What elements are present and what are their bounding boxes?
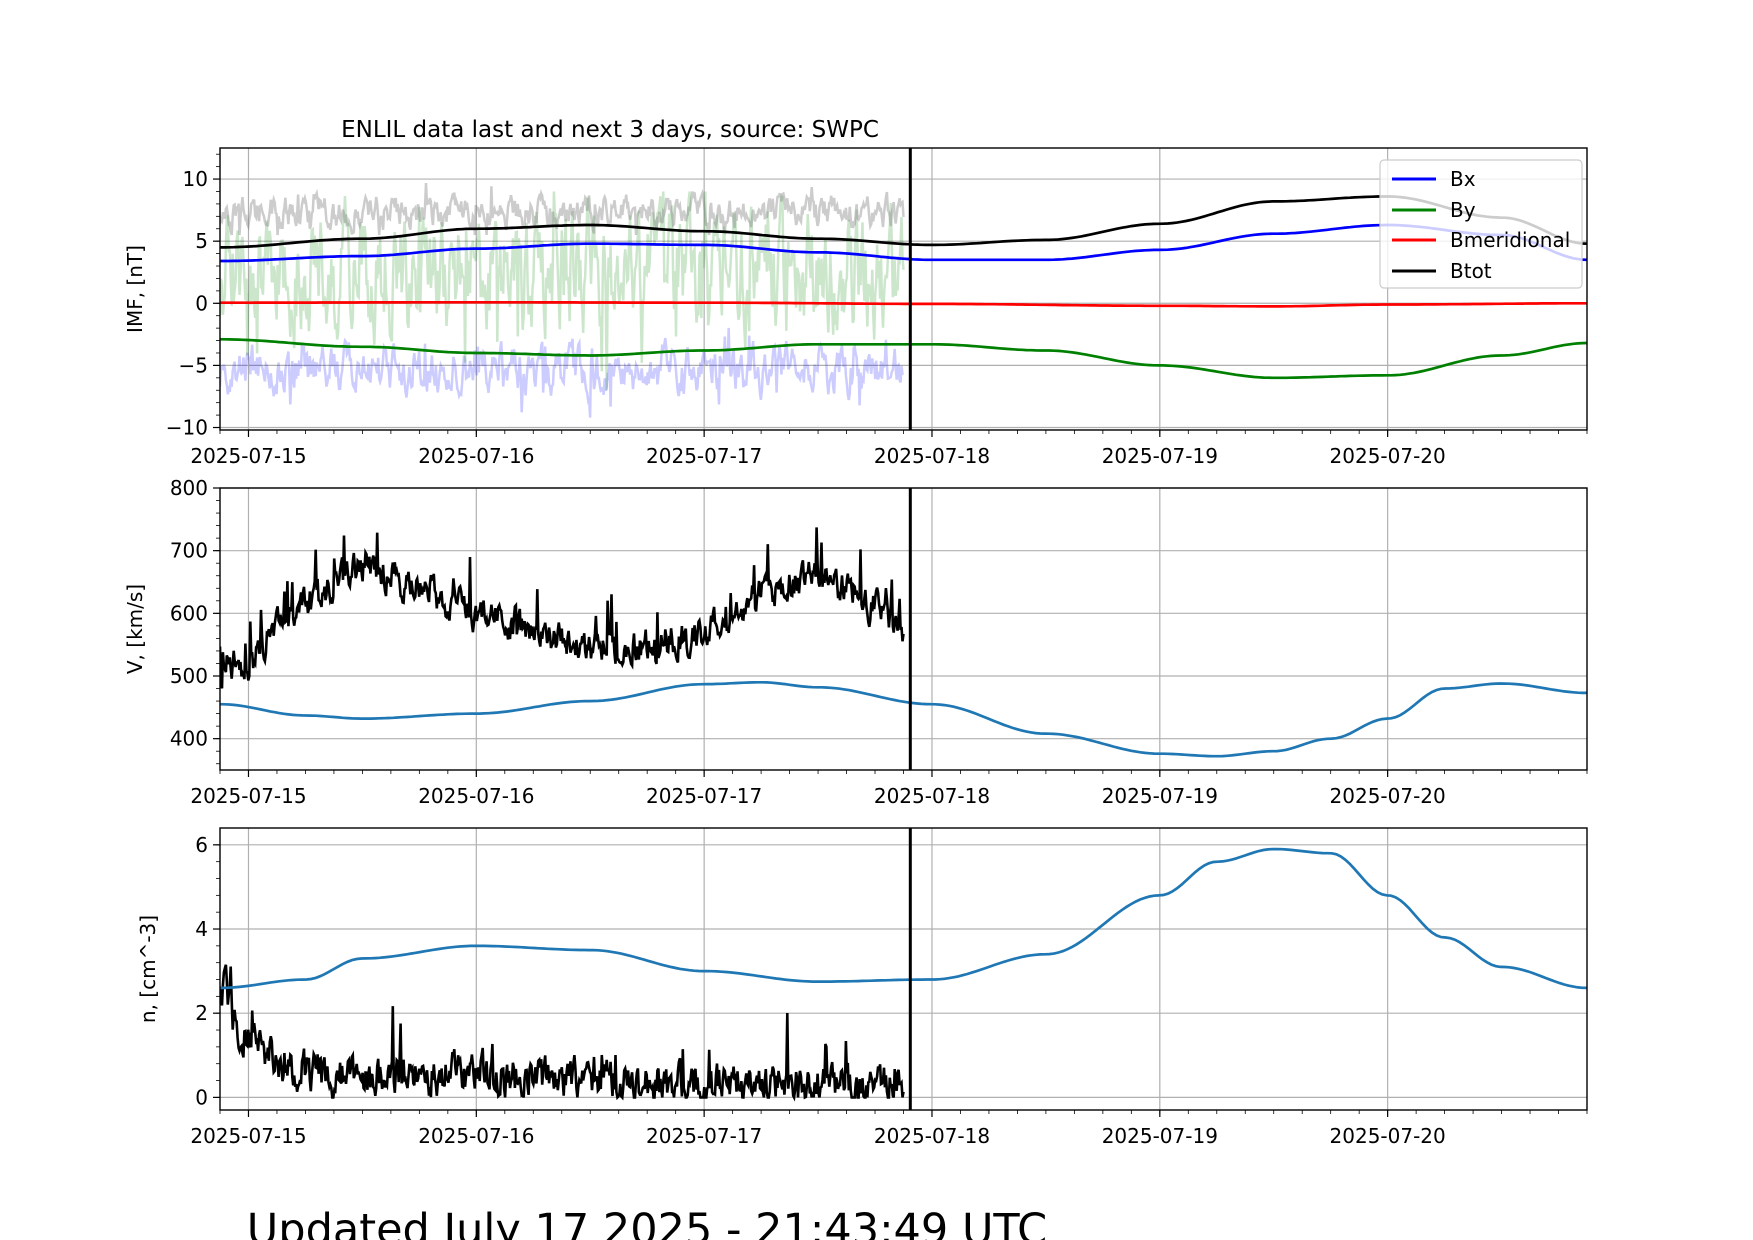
x-tick-label: 2025-07-18 xyxy=(874,1124,990,1148)
legend-label-bx: Bx xyxy=(1450,167,1476,191)
density-panel: 2025-07-15 2025-07-16 2025-07-17 2025-07-18… xyxy=(136,827,1588,1148)
x-tick-label: 2025-07-20 xyxy=(1330,1124,1446,1148)
x-tick-label: 2025-07-20 xyxy=(1330,444,1446,468)
y-tick-label: −10 xyxy=(166,416,208,440)
model-series-bx xyxy=(220,223,1587,263)
model-series-enlil xyxy=(220,680,1587,758)
y-tick-label: 500 xyxy=(170,664,208,688)
model-series-btot xyxy=(220,195,1587,249)
y-tick-label: 600 xyxy=(170,601,208,625)
plot-frame xyxy=(219,827,1588,1111)
x-tick-label: 2025-07-19 xyxy=(1102,444,1218,468)
x-tick-label: 2025-07-15 xyxy=(190,1124,306,1148)
model-series-enlil xyxy=(220,847,1587,990)
updated-timestamp: Updated July 17 2025 - 21:43:49 UTC xyxy=(247,1205,1047,1240)
plot-area xyxy=(220,488,1587,770)
x-tick-label: 2025-07-15 xyxy=(190,784,306,808)
observed-series-data xyxy=(220,964,905,1102)
y-tick-label: 2 xyxy=(195,1001,208,1025)
x-tick-label: 2025-07-16 xyxy=(418,784,534,808)
plot-frame xyxy=(219,147,1588,431)
plot-area xyxy=(220,828,1587,1110)
plot-series xyxy=(220,182,1587,418)
y-axis-label: n, [cm^-3] xyxy=(136,915,160,1023)
imf-panel: 2025-07-15 2025-07-16 2025-07-17 2025-07-18… xyxy=(123,147,1588,468)
speed-panel: 2025-07-15 2025-07-16 2025-07-17 2025-07-18… xyxy=(123,476,1588,808)
x-tick-label: 2025-07-17 xyxy=(646,444,762,468)
plot-area xyxy=(220,148,1587,430)
y-tick-label: 0 xyxy=(195,291,208,315)
x-tick-label: 2025-07-16 xyxy=(418,1124,534,1148)
x-tick-label: 2025-07-19 xyxy=(1102,1124,1218,1148)
plot-series xyxy=(220,527,1587,758)
x-tick-label: 2025-07-18 xyxy=(874,784,990,808)
x-tick-label: 2025-07-20 xyxy=(1330,784,1446,808)
y-tick-label: 5 xyxy=(195,229,208,253)
legend-label-bmeridional: Bmeridional xyxy=(1450,228,1570,252)
y-tick-label: 4 xyxy=(195,917,208,941)
x-tick-label: 2025-07-17 xyxy=(646,784,762,808)
x-tick-label: 2025-07-18 xyxy=(874,444,990,468)
x-tick-label: 2025-07-15 xyxy=(190,444,306,468)
observed-series-by xyxy=(220,191,905,391)
legend-label-by: By xyxy=(1450,198,1476,222)
observed-series-btot xyxy=(220,182,905,236)
legend-box xyxy=(1379,159,1583,289)
y-axis-label: IMF, [nT] xyxy=(123,245,147,333)
y-tick-label: 400 xyxy=(170,727,208,751)
observed-series-data xyxy=(220,527,905,689)
chart-title: ENLIL data last and next 3 days, source:… xyxy=(341,117,879,143)
plot-series xyxy=(220,847,1587,1102)
legend-label-btot: Btot xyxy=(1450,259,1492,283)
x-tick-label: 2025-07-17 xyxy=(646,1124,762,1148)
y-axis-label: V, [km/s] xyxy=(123,584,147,674)
model-series-bmeridional xyxy=(220,300,1587,308)
x-tick-label: 2025-07-19 xyxy=(1102,784,1218,808)
y-tick-label: 700 xyxy=(170,539,208,563)
plot-frame xyxy=(219,487,1588,771)
y-tick-label: −5 xyxy=(179,353,208,377)
legend: Bx By Bmeridional Btot xyxy=(1379,159,1583,289)
y-tick-label: 6 xyxy=(195,833,208,857)
observed-series-bx xyxy=(220,327,905,418)
y-tick-label: 800 xyxy=(170,476,208,500)
y-tick-label: 0 xyxy=(195,1085,208,1109)
x-tick-label: 2025-07-16 xyxy=(418,444,534,468)
model-series-by xyxy=(220,337,1587,380)
y-tick-label: 10 xyxy=(183,167,208,191)
